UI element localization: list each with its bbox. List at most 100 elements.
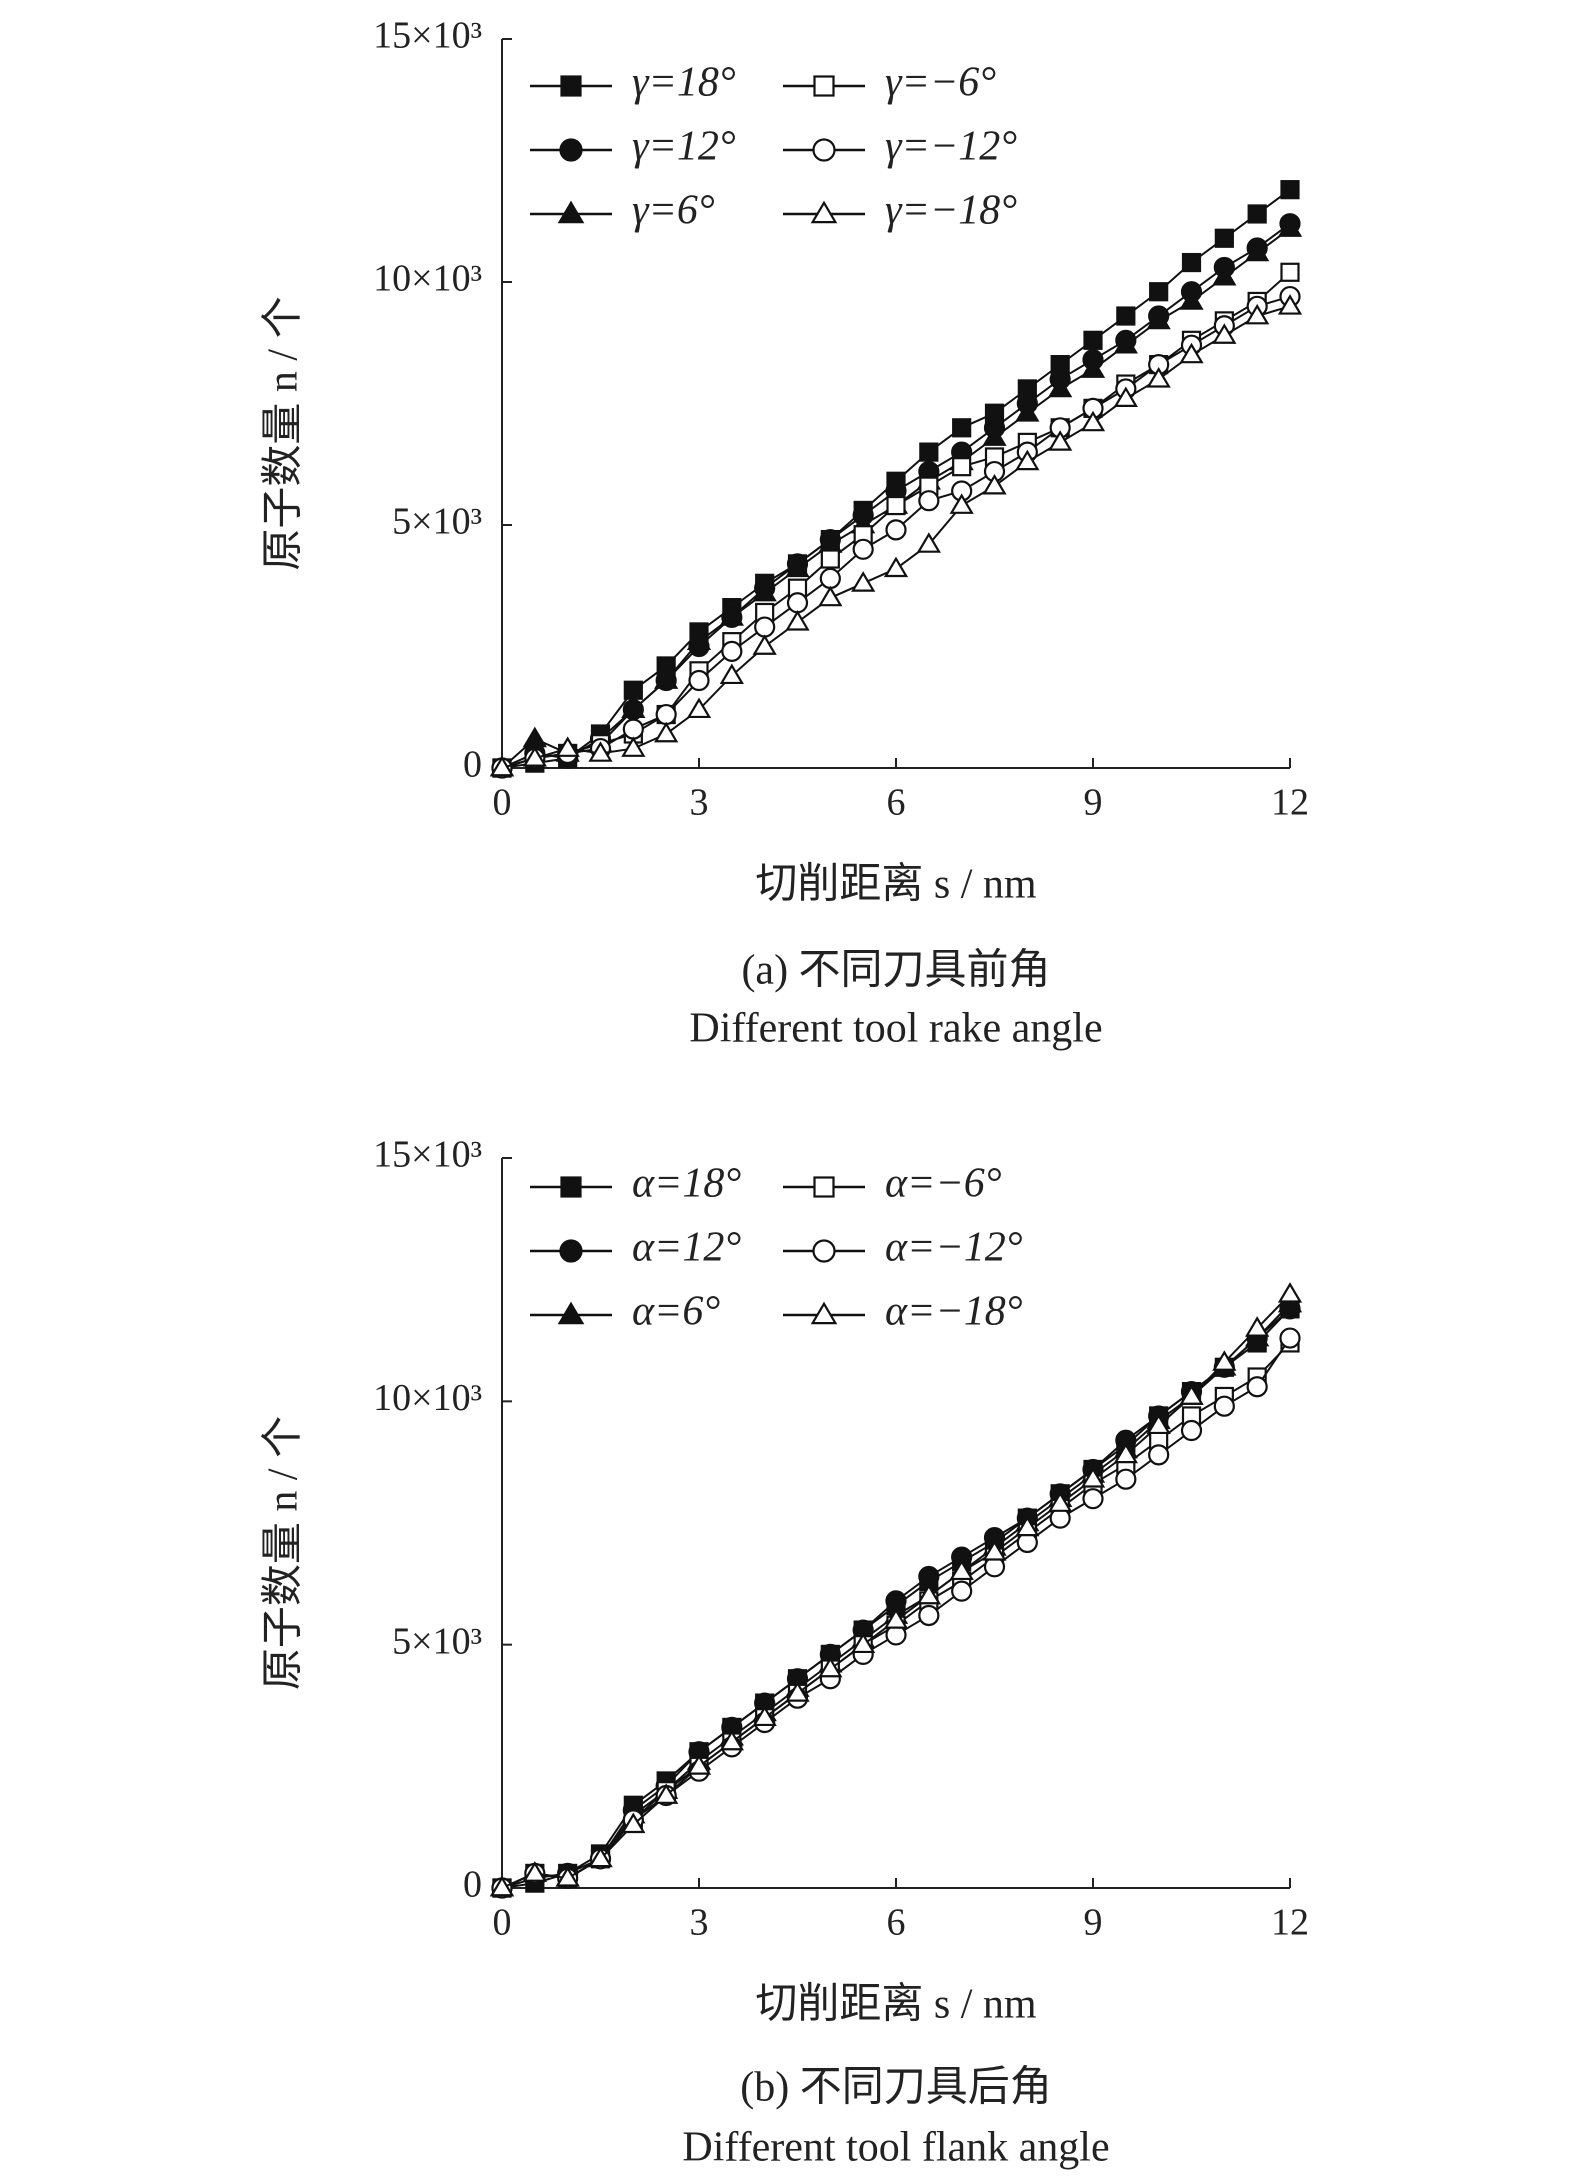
x-tick-label: 3 — [690, 782, 709, 824]
x-tick-label: 3 — [690, 1902, 709, 1944]
data-point — [719, 1729, 744, 1751]
legend-label: γ=−12° — [885, 124, 1017, 170]
data-point — [489, 1875, 515, 1897]
data-point — [588, 741, 613, 762]
x-tick-label: 12 — [1271, 782, 1309, 824]
data-point — [621, 736, 646, 757]
data-point — [1246, 1376, 1268, 1398]
data-point — [686, 697, 712, 719]
data-point — [1080, 357, 1106, 378]
caption-en: Different tool rake angle — [689, 1006, 1102, 1052]
data-point — [1015, 401, 1040, 422]
caption-en: Different tool flank angle — [682, 2125, 1109, 2171]
data-point — [1181, 252, 1202, 273]
data-point — [885, 519, 907, 541]
x-tick-label: 9 — [1084, 782, 1103, 824]
legend-label: α=−12° — [885, 1225, 1023, 1271]
data-point — [1180, 1419, 1203, 1442]
data-point — [883, 1608, 909, 1629]
data-point — [952, 457, 972, 477]
data-point — [916, 532, 941, 553]
legend-label: α=−18° — [885, 1289, 1023, 1335]
data-point — [818, 585, 843, 607]
data-point — [654, 721, 679, 743]
data-point — [686, 1754, 712, 1775]
data-point — [1048, 430, 1073, 451]
data-point — [1115, 1468, 1137, 1490]
data-point — [754, 616, 776, 638]
data-point — [916, 1583, 941, 1605]
data-point — [555, 1866, 580, 1887]
data-point — [522, 1861, 547, 1882]
data-point — [949, 493, 974, 514]
data-point — [1116, 306, 1136, 326]
legend-marker — [560, 75, 582, 97]
data-point — [721, 640, 743, 662]
data-point — [982, 473, 1007, 495]
y-tick-label: 10×10³ — [373, 258, 482, 300]
data-point — [1082, 1488, 1104, 1510]
data-point — [918, 1565, 940, 1588]
data-point — [851, 571, 876, 592]
data-point — [686, 629, 712, 651]
data-point — [621, 697, 646, 719]
y-tick-label: 0 — [463, 1864, 482, 1906]
data-point — [1113, 1442, 1138, 1464]
data-point — [883, 556, 909, 578]
caption: (b) 不同刀具后角 — [740, 2065, 1051, 2111]
y-tick-label: 15×10³ — [373, 15, 482, 57]
y-tick-label: 0 — [463, 744, 482, 786]
data-point — [1149, 282, 1169, 302]
data-point — [1048, 376, 1073, 398]
legend-marker — [559, 1239, 583, 1263]
y-tick-label: 5×10³ — [392, 1620, 482, 1662]
data-point — [820, 549, 840, 569]
data-point — [1280, 262, 1300, 282]
data-point — [1179, 1384, 1204, 1405]
legend-marker — [813, 75, 835, 97]
legend-label: α=12° — [632, 1225, 741, 1271]
x-tick-label: 0 — [493, 1902, 512, 1944]
data-point — [919, 442, 939, 462]
data-point — [1214, 228, 1234, 248]
data-point — [1080, 410, 1106, 432]
data-point — [622, 718, 644, 740]
legend-label: α=−6° — [885, 1161, 1002, 1207]
legend-marker — [560, 1176, 582, 1198]
data-point — [982, 425, 1007, 446]
x-axis-title: 切削距离 s / nm — [755, 861, 1037, 908]
legend-label: α=18° — [632, 1161, 741, 1207]
data-point — [1213, 1395, 1235, 1417]
y-axis-title: 原子数量 n / 个 — [261, 296, 307, 570]
y-tick-label: 10×10³ — [373, 1377, 482, 1419]
data-point — [752, 580, 777, 602]
data-point — [623, 680, 643, 700]
data-point — [719, 605, 744, 626]
data-point — [819, 567, 841, 590]
data-point — [952, 418, 972, 438]
x-tick-label: 9 — [1084, 1902, 1103, 1944]
data-point — [1247, 204, 1267, 224]
x-tick-label: 6 — [887, 1902, 906, 1944]
legend-label: γ=6° — [632, 188, 715, 234]
legend-marker — [557, 1301, 585, 1325]
data-point — [851, 1632, 876, 1654]
data-point — [785, 610, 810, 631]
data-point — [555, 736, 580, 757]
legend-marker — [812, 138, 836, 162]
data-point — [1179, 342, 1204, 364]
data-point — [1015, 1515, 1040, 1537]
data-point — [1245, 303, 1270, 325]
caption: (a) 不同刀具前角 — [741, 948, 1050, 994]
data-point — [1048, 1491, 1073, 1512]
data-point — [785, 556, 810, 578]
legend-label: γ=−18° — [885, 188, 1017, 234]
data-point — [1179, 289, 1204, 310]
data-point — [1083, 330, 1103, 350]
data-point — [1277, 216, 1303, 237]
data-point — [621, 1812, 646, 1834]
data-point — [918, 1604, 940, 1627]
data-point — [1113, 333, 1138, 354]
data-point — [654, 1783, 679, 1804]
